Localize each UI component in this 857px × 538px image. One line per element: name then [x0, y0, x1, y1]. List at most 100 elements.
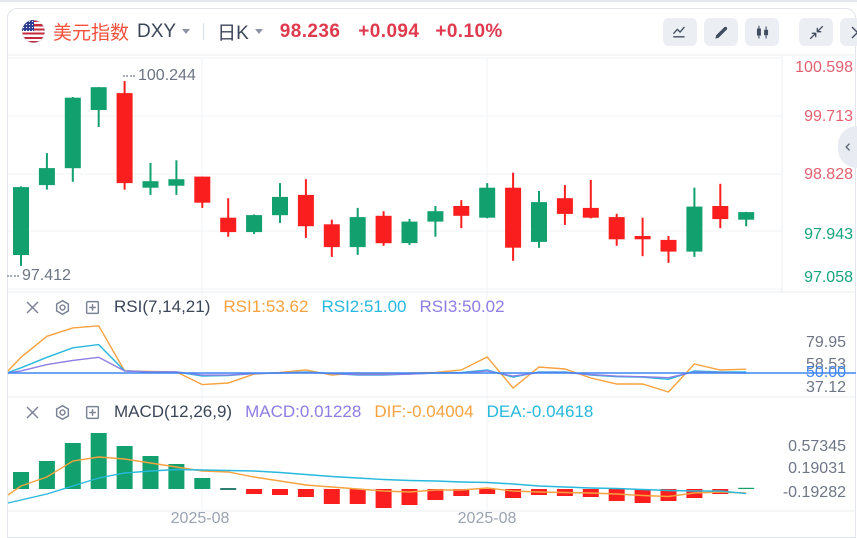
macd-bar-down — [375, 489, 392, 508]
macd-bar-up — [116, 446, 133, 489]
macd-bar-down — [323, 489, 340, 504]
line-chart-button[interactable] — [663, 18, 697, 46]
macd-bar-up — [38, 461, 55, 489]
dif-value: DIF:-0.04004 — [374, 402, 474, 421]
candle-body — [427, 211, 444, 222]
candle-body — [453, 206, 470, 216]
price-axis-label: 98.828 — [804, 166, 853, 183]
macd-bar-down — [401, 489, 418, 505]
macd-settings-icon[interactable] — [54, 404, 71, 421]
symbol-selector[interactable]: DXY — [137, 20, 191, 43]
rsi-axis-label: 58.53 — [805, 356, 846, 373]
candle-wick — [227, 198, 230, 237]
candle-wick — [175, 160, 178, 195]
candle-body — [660, 239, 677, 252]
low-annotation-value: 97.412 — [22, 267, 71, 284]
candle-body — [505, 187, 522, 248]
candle-body — [38, 168, 55, 186]
interval-selector[interactable]: 日K — [217, 18, 263, 45]
line-chart-icon — [672, 26, 685, 38]
low-annotation: 97.412 — [7, 268, 71, 284]
price-change-percent: +0.10% — [435, 20, 503, 42]
candle-body — [90, 87, 107, 110]
dea-value: DEA:-0.04618 — [486, 402, 594, 421]
macd-bar-down — [297, 489, 314, 497]
candle-body — [608, 217, 625, 240]
macd-bar-down — [608, 489, 625, 501]
chevron-down-icon — [182, 29, 191, 34]
macd-bar-up — [64, 443, 81, 489]
rsi3-value: RSI3:50.02 — [419, 297, 505, 316]
candle-body — [297, 194, 314, 227]
macd-bar-zero — [220, 488, 237, 490]
macd-bar-down — [246, 489, 263, 494]
time-axis-label: 2025-08 — [457, 510, 517, 527]
candle-body — [582, 207, 599, 218]
quote-card — [7, 8, 856, 538]
time-axis-label: 2025-08 — [170, 510, 230, 527]
macd-add-icon[interactable] — [84, 404, 101, 421]
price-axis-label: 100.598 — [795, 59, 853, 76]
rsi-axis-label: 37.12 — [805, 379, 846, 396]
draw-button[interactable] — [704, 18, 738, 46]
rsi-add-icon[interactable] — [84, 299, 101, 316]
interval-label: 日K — [217, 23, 249, 44]
quote-header: 美元指数 DXY 日K 98.236 +0.094 +0.10% — [8, 9, 503, 54]
macd-bar-up — [738, 487, 755, 489]
close-icon — [851, 26, 857, 38]
last-price: 98.236 — [279, 20, 341, 42]
rsi-line-rsi3 — [7, 356, 747, 379]
rsi-baseline-label: 50.00 — [805, 364, 846, 381]
dotted-leader — [7, 275, 19, 277]
candle-body — [712, 206, 729, 220]
candle-body — [116, 93, 133, 184]
collapse-chart-button[interactable] — [799, 18, 833, 46]
rsi-settings-icon[interactable] — [54, 299, 71, 316]
candle-body — [479, 187, 496, 218]
chevron-left-icon — [844, 143, 850, 151]
candlestick-style-button[interactable] — [745, 18, 779, 46]
candle-body — [349, 217, 366, 248]
page-top-edge — [0, 0, 857, 2]
candle-body — [168, 179, 185, 186]
rsi2-value: RSI2:51.00 — [321, 297, 407, 316]
high-annotation-value: 100.244 — [138, 67, 196, 84]
close-chart-button[interactable] — [840, 18, 857, 46]
macd-value: MACD:0.01228 — [245, 402, 362, 421]
macd-axis-label: 0.19031 — [788, 460, 846, 477]
macd-axis-label: 0.57345 — [788, 438, 846, 455]
symbol-label: DXY — [137, 20, 177, 42]
us-flag-icon — [22, 20, 45, 43]
price-axis-label: 99.713 — [804, 108, 853, 125]
collapse-icon — [809, 25, 823, 39]
macd-bar-up — [90, 433, 107, 489]
candle-wick — [149, 162, 152, 195]
candle-body — [686, 206, 703, 252]
rsi-axis-label: 79.95 — [805, 334, 846, 351]
macd-indicator-title: MACD(12,26,9) — [114, 402, 233, 421]
macd-bar-down — [272, 489, 288, 495]
macd-bar-down — [479, 489, 496, 494]
rsi-remove-icon[interactable] — [24, 299, 41, 316]
macd-remove-icon[interactable] — [24, 404, 41, 421]
candle-body — [375, 215, 392, 244]
high-annotation: 100.244 — [123, 68, 196, 84]
chart-toolbar — [663, 18, 857, 46]
macd-line-dif — [7, 456, 747, 498]
macd-bar-down — [427, 489, 444, 500]
sidebar-expand-tab[interactable] — [838, 126, 857, 168]
candlestick-icon — [756, 25, 768, 38]
candle-body — [142, 181, 159, 188]
rsi-indicator-title: RSI(7,14,21) — [114, 297, 211, 316]
price-change: +0.094 — [358, 20, 420, 42]
candle-body — [556, 198, 573, 214]
macd-bar-down — [349, 489, 366, 504]
macd-bar-down — [453, 489, 470, 496]
macd-bar-down — [505, 489, 522, 498]
rsi-panel-header: RSI(7,14,21) RSI1:53.62 RSI2:51.00 RSI3:… — [24, 297, 505, 317]
rsi1-value: RSI1:53.62 — [223, 297, 309, 316]
candle-body — [246, 215, 263, 233]
candle-body — [64, 97, 81, 169]
